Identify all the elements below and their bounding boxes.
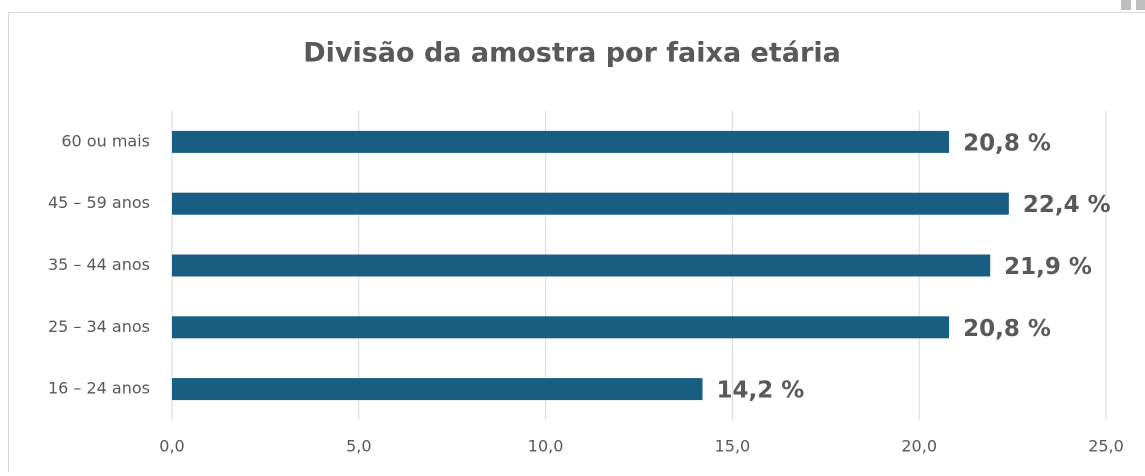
x-tick-label: 10,0 (528, 437, 564, 456)
value-label: 20,8 % (963, 130, 1051, 156)
corner-handle (1121, 0, 1131, 10)
y-tick-label: 45 – 59 anos (48, 193, 150, 212)
value-label: 14,2 % (717, 378, 805, 404)
corner-handle (1136, 0, 1145, 10)
bar (172, 255, 990, 277)
chart-title: Divisão da amostra por faixa etária (303, 38, 841, 69)
x-tick-label: 5,0 (346, 437, 371, 456)
bar (172, 316, 949, 338)
value-label: 21,9 % (1004, 254, 1092, 280)
value-label: 20,8 % (963, 316, 1051, 342)
x-tick-label: 20,0 (901, 437, 937, 456)
y-tick-label: 60 ou mais (61, 131, 150, 150)
bar (172, 193, 1009, 215)
x-tick-label: 15,0 (715, 437, 751, 456)
chart-border (9, 13, 1145, 473)
y-tick-label: 35 – 44 anos (48, 255, 150, 274)
x-tick-label: 25,0 (1088, 437, 1124, 456)
bar (172, 131, 949, 153)
value-label: 22,4 % (1023, 192, 1111, 218)
bar (172, 378, 703, 400)
x-tick-label: 0,0 (159, 437, 184, 456)
y-tick-label: 16 – 24 anos (48, 379, 150, 398)
y-tick-label: 25 – 34 anos (48, 317, 150, 336)
